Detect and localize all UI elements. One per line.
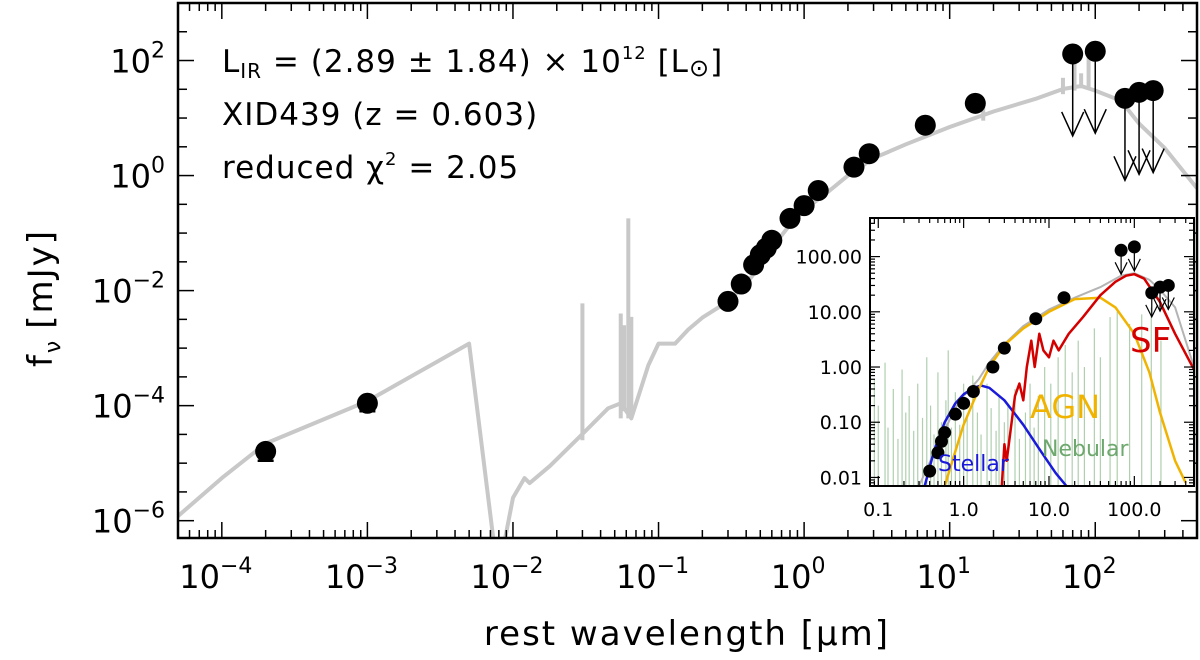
inset-label-stellar: Stellar [938,452,1010,477]
main-series-group [178,53,1197,538]
inset-y-tick-label: 10.00 [808,302,862,324]
main-y-tick-label: 100 [110,154,165,196]
inset-photometry-point [931,446,945,460]
main-x-tick-label: 102 [1062,554,1117,596]
main-photometry-point [843,156,865,178]
annotation-chi2: reduced χ2 = 2.05 [222,149,519,186]
main-photometry-point [807,179,829,201]
main-y-tick-label: 10−6 [92,499,165,541]
inset-label-agn: AGN [1030,388,1100,426]
main-photometry-point [964,92,986,114]
inset-y-tick-label: 100.00 [796,247,862,269]
main-x-tick-label: 10−2 [470,554,543,596]
inset-label-nebular: Nebular [1042,437,1129,462]
inset-photometry-point [957,396,971,410]
inset-plot-frame [869,217,1195,487]
main-upper-limit-arrowhead [1113,156,1137,183]
inset-upper-limit-arrowhead [1161,297,1175,311]
inset-photometry-point [938,426,952,440]
main-plot-area: 10−4 10−3 10−2 10−1 100 101 102 10−610−410−210… [92,1,1199,596]
main-x-tick-label: 101 [916,554,971,596]
main-photometry-point [779,207,801,229]
inset-x-tick-label: 1.0 [949,499,979,521]
inset-photometry-point [966,385,980,399]
main-photometry-point [761,229,783,251]
main-upper-limit-arrowhead [1083,108,1107,136]
y-axis-title-text: fν [mJy] [21,229,66,367]
annotation-lir: LIR = (2.89 ± 1.84) × 1012 [L⊙] [222,43,723,83]
y-axis-title-sub: ν [41,339,66,353]
inset-upper-limit-arrowhead [1114,262,1128,276]
inset-y-tick-label: 1.00 [820,357,862,379]
main-x-tick-label: 100 [771,554,826,596]
annotation-lir-sun: ⊙ [689,54,710,82]
inset-photometry-point [1057,291,1071,305]
main-plot-frame [176,1,1199,540]
main-y-tick-label: 10−4 [92,384,165,426]
main-photometry-point [356,392,378,414]
main-points-group [255,40,1165,463]
inset-upper-limit-arrowhead [1127,258,1141,273]
inset-plot-area: 0.1 1.0 10.0 100.0 0.01 0.10 1.00 10.00 100.00 S… [796,217,1195,521]
inset-agn-line [943,296,1187,486]
annotation-chi2-value: = 2.05 [397,150,519,186]
inset-tick-labels: 0.1 1.0 10.0 100.0 0.01 0.10 1.00 10.00 100.00 [796,247,1162,521]
main-photometry-point [858,143,880,165]
main-photometry-point [793,195,815,217]
y-axis-title-unit: [mJy] [21,229,61,329]
inset-photometry-point [997,341,1011,355]
main-x-tick-label: 10−1 [616,554,689,596]
annotation-lir-prefix: L [222,44,240,80]
main-model-sed-line [178,84,1197,538]
annotation-chi2-exp: 2 [385,149,397,170]
inset-photometry-point [1029,312,1043,326]
inset-upper-limit-arrowhead [1153,298,1167,313]
main-y-tick-label: 102 [110,39,165,81]
main-photometry-point [914,114,936,136]
annotation-lir-sub: IR [240,59,262,83]
inset-photometry-point [986,360,1000,374]
inset-sf-line [1000,272,1194,486]
inset-y-tick-label: 0.01 [820,467,862,489]
main-x-tick-label: 10−4 [179,554,252,596]
annotation-lir-unit-close: ] [710,44,723,80]
inset-photometry-point [948,407,962,421]
y-axis-title-f: f [21,353,61,367]
annotation-lir-unit-open: [L [647,44,689,80]
annotation-source: XID439 (z = 0.603) [222,97,538,133]
main-upper-limit-arrowhead [1061,111,1085,138]
main-x-tick-label: 10−3 [325,554,398,596]
annotation-chi2-prefix: reduced χ [222,150,385,186]
inset-label-sf: SF [1130,321,1171,361]
inset-y-tick-label: 0.10 [820,412,862,434]
main-x-tick-labels: 10−4 10−3 10−2 10−1 100 101 102 [179,554,1116,596]
x-axis-title: rest wavelength [μm] [484,614,890,654]
main-upper-limit-arrowhead [1141,148,1165,175]
main-y-tick-labels: 10−6 10−4 10−2 100 102 [92,39,165,541]
inset-ticks-group [869,217,1195,487]
main-photometry-point [255,440,277,462]
inset-x-tick-label: 10.0 [1028,499,1070,521]
main-y-tick-label: 10−2 [92,269,165,311]
annotation-lir-value: = (2.89 ± 1.84) × 10 [262,44,622,80]
inset-upper-limit-arrowhead [1145,304,1159,319]
inset-x-tick-label: 0.1 [863,499,893,521]
main-photometry-point [717,290,739,312]
inset-x-tick-label: 100.0 [1107,499,1161,521]
inset-points-group [923,240,1175,478]
main-photometry-point [730,273,752,295]
inset-photometry-point [923,464,937,478]
annotation-lir-exp: 12 [622,43,647,64]
y-axis-title: fν [mJy] [21,229,66,367]
